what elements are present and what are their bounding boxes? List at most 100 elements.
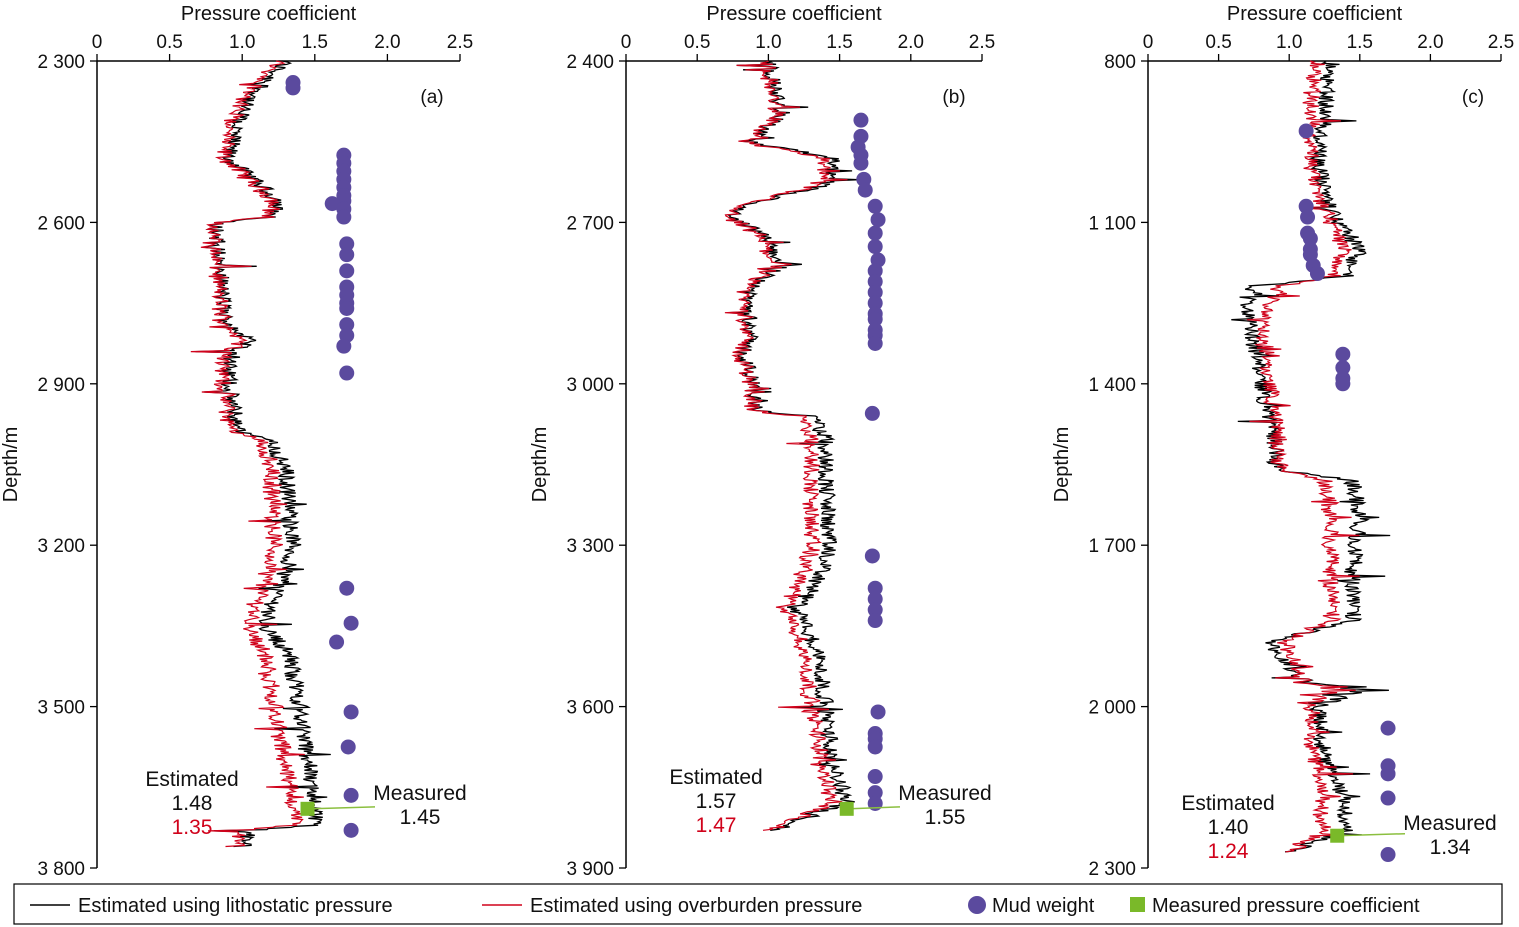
measured-label: Measured [373, 782, 466, 805]
estimated-lithostatic-value: 1.48 [172, 792, 213, 815]
mud-weight-point [1380, 847, 1396, 863]
x-tick-label: 1.5 [826, 32, 852, 53]
x-tick-label: 1.5 [302, 32, 328, 53]
mud-weight-point [1335, 346, 1351, 362]
panel-2: 0 0.5 1.0 1.5 2.0 2.5 Pressure coefficient 2 40… [529, 3, 995, 880]
x-tick-label: 1.0 [755, 32, 781, 53]
y-axis-title: Depth/m [529, 427, 551, 503]
measured-pointer-line [1337, 832, 1406, 837]
measured-label: Measured [898, 782, 991, 805]
mud-weight-point [867, 769, 883, 785]
mud-weight-point [339, 580, 355, 596]
y-tick-label: 3 300 [566, 536, 614, 557]
measured-point [300, 801, 315, 816]
estimated-lithostatic-value: 1.40 [1208, 816, 1249, 839]
mud-weight-point [1380, 720, 1396, 736]
x-tick-label: 0 [1143, 32, 1154, 53]
x-tick-label: 0 [92, 32, 103, 53]
legend-swatch-circle [968, 896, 986, 914]
x-axis-title: Pressure coefficient [1227, 3, 1403, 25]
measured-label: Measured [1403, 812, 1496, 835]
mud-weight-point [870, 704, 886, 720]
mud-weight-point [1380, 790, 1396, 806]
measured-value: 1.55 [925, 806, 966, 829]
measured-pointer-line [307, 806, 376, 810]
mud-weight-point [339, 365, 355, 381]
mud-weight-point [324, 196, 340, 212]
measured-value: 1.45 [400, 806, 441, 829]
mud-weight-point [343, 704, 359, 720]
estimated-label: Estimated [145, 768, 238, 791]
mud-weight-point [1300, 209, 1316, 225]
y-axis-title: Depth/m [1051, 427, 1073, 503]
mud-weight-point [1380, 766, 1396, 782]
y-tick-label: 3 800 [37, 859, 85, 880]
legend: Estimated using lithostatic pressure Esti… [13, 883, 1503, 925]
x-tick-label: 1.0 [1276, 32, 1302, 53]
measured-point [839, 801, 854, 816]
y-tick-label: 2 900 [37, 375, 85, 396]
legend-box [13, 883, 1503, 925]
mud-weight-point [339, 236, 355, 252]
series-overburden-line [190, 60, 305, 848]
mud-weight-point [1335, 360, 1351, 376]
y-tick-label: 1 700 [1088, 536, 1136, 557]
y-tick-label: 2 600 [37, 213, 85, 234]
y-tick-label: 2 300 [1088, 859, 1136, 880]
mud-weight-point [329, 634, 345, 650]
mud-weight-point [339, 263, 355, 279]
mud-weight-point [867, 785, 883, 801]
x-tick-label: 0.5 [156, 32, 182, 53]
x-tick-label: 2.5 [1488, 32, 1514, 53]
estimated-overburden-value: 1.47 [696, 814, 737, 837]
mud-weight-point [336, 338, 352, 354]
legend-label: Estimated using overburden pressure [530, 895, 862, 917]
mud-weight-point [853, 112, 869, 128]
mud-weight-point [867, 274, 883, 290]
measured-point [1330, 828, 1345, 843]
mud-weight-point [340, 739, 356, 755]
x-tick-label: 2.5 [969, 32, 995, 53]
y-axis-title: Depth/m [0, 427, 22, 503]
series-overburden-line [1246, 60, 1360, 853]
mud-weight-point [1302, 231, 1318, 247]
x-tick-label: 0.5 [1205, 32, 1231, 53]
mud-weight-point [285, 80, 301, 96]
estimated-overburden-value: 1.35 [172, 816, 213, 839]
y-tick-label: 1 100 [1088, 213, 1136, 234]
y-tick-label: 2 000 [1088, 698, 1136, 719]
y-tick-label: 1 400 [1088, 375, 1136, 396]
legend-label: Estimated using lithostatic pressure [78, 895, 393, 917]
x-tick-label: 0 [621, 32, 632, 53]
y-tick-label: 2 700 [566, 213, 614, 234]
x-tick-label: 2.0 [1417, 32, 1443, 53]
legend-label: Mud weight [992, 895, 1095, 917]
mud-weight-point [867, 295, 883, 311]
mud-weight-point [867, 591, 883, 607]
mud-weight-point [339, 300, 355, 316]
mud-weight-point [867, 602, 883, 618]
estimated-lithostatic-value: 1.57 [696, 790, 737, 813]
mud-weight-point [853, 155, 869, 171]
x-tick-label: 2.5 [447, 32, 473, 53]
mud-weight-point [867, 284, 883, 300]
mud-weight-point [867, 225, 883, 241]
mud-weight-point [864, 548, 880, 564]
mud-weight-point [343, 822, 359, 838]
measured-pointer-line [846, 806, 901, 810]
mud-weight-point [1298, 123, 1314, 139]
mud-weight-point [343, 615, 359, 631]
mud-weight-point [857, 182, 873, 198]
mud-weight-point [343, 787, 359, 803]
legend-label: Measured pressure coefficient [1152, 895, 1420, 917]
legend-swatch-square [1130, 897, 1145, 912]
panel-3: 0 0.5 1.0 1.5 2.0 2.5 Pressure coefficient 800 1… [1051, 3, 1514, 880]
panel-label: (a) [420, 87, 443, 108]
mud-weight-point [870, 212, 886, 228]
mud-weight-point [1335, 376, 1351, 392]
measured-value: 1.34 [1430, 836, 1471, 859]
y-tick-label: 3 900 [566, 859, 614, 880]
mud-weight-point [867, 198, 883, 214]
mud-weight-point [336, 209, 352, 225]
